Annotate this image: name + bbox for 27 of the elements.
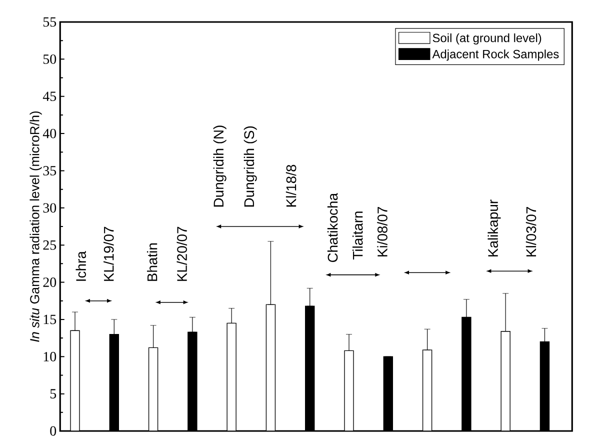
y-tick-label: 30 xyxy=(43,203,56,213)
annotation: KL/19/07 xyxy=(104,226,114,281)
annotation: Kalikapur xyxy=(488,200,501,256)
y-tick-label: 50 xyxy=(43,54,56,64)
annotation: Bhatin xyxy=(146,243,158,281)
annotation: Dungridih (S) xyxy=(244,126,257,207)
y-tick-label: 0 xyxy=(50,426,56,436)
legend-label: Adjacent Rock Samples xyxy=(432,50,559,61)
y-tick-label: 45 xyxy=(42,92,56,102)
y-tick-label: 25 xyxy=(43,240,56,250)
annotation: Chatikocha xyxy=(327,192,338,262)
y-tick-label: 35 xyxy=(43,166,56,176)
annotation: Ki/08/07 xyxy=(377,207,388,256)
annotation: Ichra xyxy=(76,251,86,281)
annotation: KL/20/07 xyxy=(176,226,187,281)
annotation: Kl/18/8 xyxy=(286,164,296,207)
y-tick-label: 40 xyxy=(42,128,56,138)
y-axis-title: In situ Gamma radiation level (microR/h) xyxy=(30,111,42,342)
annotation: Dungridih (N) xyxy=(213,126,226,207)
y-tick-label: 10 xyxy=(44,352,56,362)
annotation: Tilaitarn xyxy=(352,212,363,260)
annotation: Kl/03/07 xyxy=(526,207,536,256)
y-tick-label: 20 xyxy=(43,278,56,287)
y-tick-label: 5 xyxy=(50,389,56,398)
y-tick-label: 15 xyxy=(44,314,56,324)
legend-label: Soil (at ground level) xyxy=(432,33,542,45)
y-tick-label: 55 xyxy=(43,17,56,27)
